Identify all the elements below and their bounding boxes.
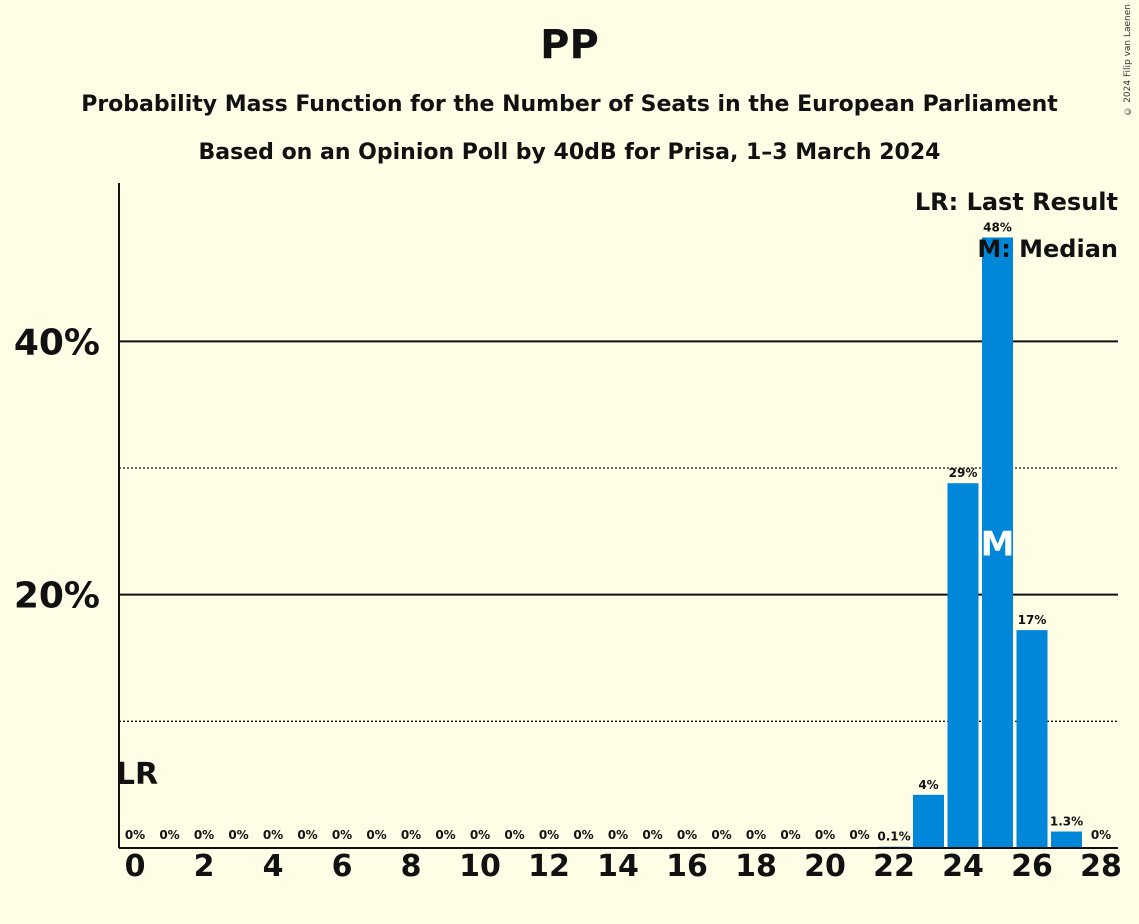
x-tick-label: 6 [332,849,353,884]
value-label-seat-1: 0% [159,828,179,842]
x-tick-label: 2 [194,849,215,884]
y-tick-label: 20% [14,576,100,617]
x-tick-label: 8 [401,849,422,884]
value-label-seat-20: 0% [815,828,835,842]
y-tick-label: 40% [14,322,100,363]
x-tick-label: 20 [804,849,846,884]
median-marker: M [981,525,1015,565]
value-labels: 0% 0% 0% 0% 0% 0% 0% 0% 0% 0% 0% 0% 0% 0% 0% 0% 0% 0% 0% 0%… [116,220,1111,843]
x-tick-label: 18 [735,849,777,884]
chart-subtitle-source: Based on an Opinion Poll by 40dB for Pri… [198,140,941,165]
value-label-seat-22: 0.1% [877,830,910,844]
value-label-seat-15: 0% [642,828,662,842]
value-label-seat-16: 0% [677,828,697,842]
bar-seat-25 [982,237,1013,848]
value-label-seat-11: 0% [504,828,524,842]
value-label-seat-0: 0% [125,828,145,842]
axes: 20%40%0 2 4 6 8 10 12 14 16 18 20 22 24 26 28 [14,183,1122,884]
x-tick-label: 12 [528,849,570,884]
value-label-seat-27: 1.3% [1050,815,1083,829]
value-label-seat-24: 29% [949,466,978,480]
x-tick-label: 10 [459,849,501,884]
value-label-seat-7: 0% [366,828,386,842]
legend-last-result: LR: Last Result [915,188,1118,216]
value-label-seat-3: 0% [228,828,248,842]
chart-subtitle: Probability Mass Function for the Number… [81,92,1058,117]
value-label-seat-28: 0% [1091,828,1111,842]
x-tick-label: 24 [942,849,984,884]
value-label-seat-17: 0% [711,828,731,842]
value-label-seat-26: 17% [1018,613,1047,627]
chart-title: PP [540,22,599,68]
value-label-seat-8: 0% [401,828,421,842]
x-tick-label: 26 [1011,849,1053,884]
value-label-seat-19: 0% [780,828,800,842]
value-label-seat-6: 0% [332,828,352,842]
x-tick-label: 14 [597,849,639,884]
value-label-seat-18: 0% [746,828,766,842]
value-label-seat-13: 0% [573,828,593,842]
x-tick-label: 4 [263,849,284,884]
legend-median: M: Median [977,235,1118,263]
value-label-seat-23: 4% [918,778,938,792]
bar-seat-23 [913,794,944,848]
bar-seat-24 [947,483,979,848]
value-label-seat-5: 0% [297,828,317,842]
value-label-seat-21: 0% [849,828,869,842]
x-tick-label: 16 [666,849,708,884]
bars [878,237,1082,848]
x-tick-label: 0 [125,849,146,884]
bar-seat-27 [1051,831,1082,848]
x-tick-label: 22 [873,849,915,884]
value-label-seat-25: 48% [983,220,1012,234]
value-label-seat-12: 0% [539,828,559,842]
value-label-seat-14: 0% [608,828,628,842]
value-label-seat-10: 0% [470,828,490,842]
x-tick-label: 28 [1080,849,1122,884]
value-label-seat-2: 0% [194,828,214,842]
value-label-seat-9: 0% [435,828,455,842]
last-result-marker: LR [116,757,158,792]
bar-seat-26 [1016,630,1048,848]
value-label-seat-4: 0% [263,828,283,842]
